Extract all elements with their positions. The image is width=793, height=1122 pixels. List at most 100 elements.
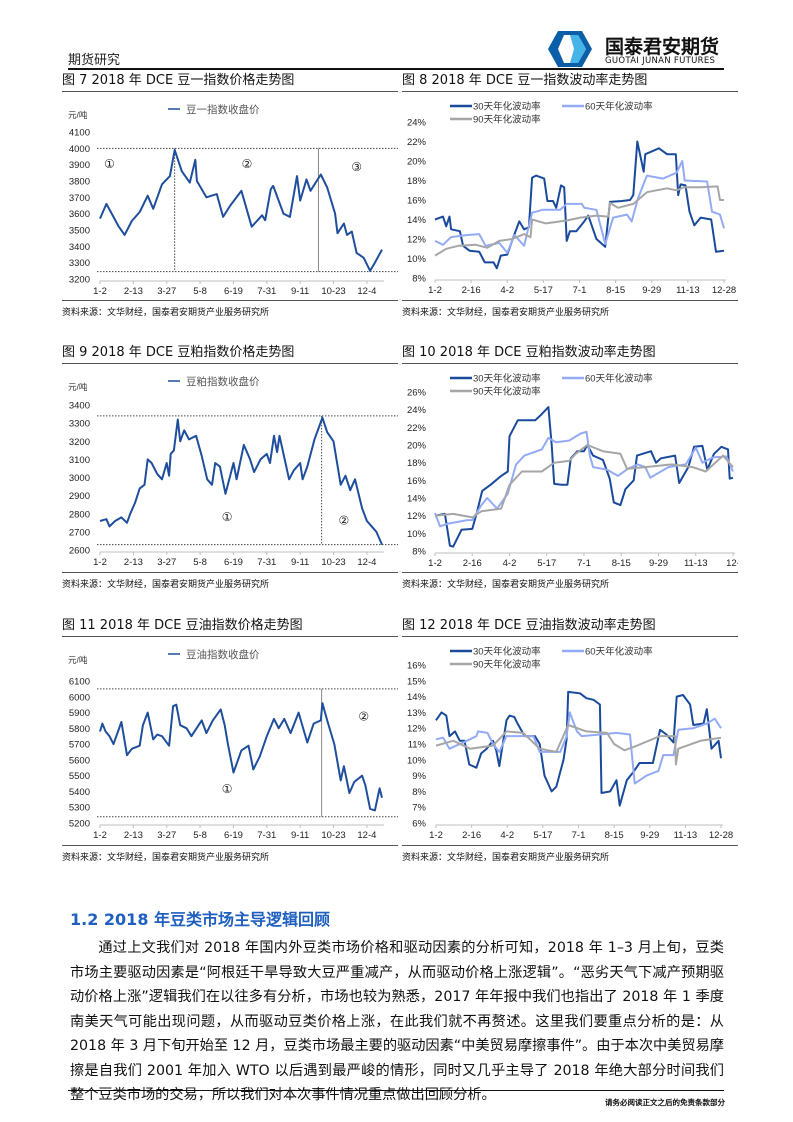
x-tick-label: 4-2 (500, 830, 514, 841)
figure-panel: 图 12 2018 年 DCE 豆油指数波动率走势图 资料来源：文华财经，国泰君安… (402, 617, 738, 863)
figure-title: 图 7 2018 年 DCE 豆一指数价格走势图 (62, 72, 398, 92)
y-tick-label: 20% (407, 157, 427, 168)
body-paragraph: 通过上文我们对 2018 年国内外豆类市场价格和驱动因素的分析可知，2018 年… (70, 940, 724, 1103)
header-rule (68, 68, 724, 70)
figure-source: 资料来源：文华财经，国泰君安期货产业服务研究所 (62, 300, 398, 318)
figure-title: 图 10 2018 年 DCE 豆粕指数波动率走势图 (402, 344, 738, 364)
x-tick-label: 9-11 (291, 286, 309, 297)
x-tick-label: 3-27 (157, 557, 176, 568)
header-section-label: 期货研究 (68, 53, 121, 68)
y-tick-label: 24% (407, 118, 427, 129)
y-tick-label: 3900 (69, 160, 90, 171)
y-tick-label: 3700 (69, 193, 90, 204)
y-tick-label: 3000 (69, 473, 90, 484)
x-tick-label: 8-15 (606, 285, 625, 296)
line-chart: 3200 3300 3400 3500 3600 3700 3800 3900 4000 4100… (68, 103, 398, 297)
y-tick-label: 10% (407, 755, 427, 766)
line-chart: 8% 10% 12% 14% 16% 18% 20% 22% 24% 26% 1-2 2-16 4-2 5… (407, 373, 738, 570)
x-tick-label: 12-28 (709, 830, 733, 841)
section-heading: 1.2 2018 年豆类市场主导逻辑回顾 (70, 910, 331, 929)
y-tick-label: 18% (407, 176, 427, 187)
x-tick-label: 3-27 (157, 286, 176, 297)
series-line-1 (434, 140, 725, 270)
phase-annotation: ① (222, 782, 233, 796)
y-tick-label: 13% (407, 708, 427, 719)
x-tick-label: 12-4 (357, 830, 376, 841)
y-tick-label: 6% (412, 819, 426, 830)
phase-annotation: ② (338, 514, 349, 528)
y-tick-label: 11% (408, 740, 427, 751)
series-line-3 (434, 444, 734, 519)
y-tick-label: 3300 (69, 258, 90, 269)
figure-source: 资料来源：文华财经，国泰君安期货产业服务研究所 (402, 300, 738, 318)
y-tick-label: 14% (407, 692, 427, 703)
x-tick-label: 11-13 (684, 558, 708, 569)
legend-label: 豆粕指数收盘价 (186, 375, 260, 388)
y-unit-label: 元/吨 (68, 382, 88, 392)
series-line-1 (99, 702, 383, 812)
y-tick-label: 3300 (69, 419, 90, 430)
x-tick-label: 1-2 (429, 830, 443, 841)
y-tick-label: 14% (407, 494, 427, 505)
figure-title: 图 8 2018 年 DCE 豆一指数波动率走势图 (402, 72, 738, 92)
y-tick-label: 8% (412, 547, 426, 558)
x-tick-label: 2-16 (463, 558, 482, 569)
x-tick-label: 12-4 (357, 286, 376, 297)
x-tick-label: 12-28 (712, 285, 736, 296)
x-tick-label: 5-17 (537, 558, 556, 569)
y-tick-label: 5300 (69, 803, 90, 814)
x-tick-label: 10-23 (321, 286, 345, 297)
y-unit-label: 元/吨 (68, 655, 88, 665)
x-tick-label: 10-23 (321, 830, 345, 841)
y-tick-label: 3400 (69, 401, 90, 412)
y-tick-label: 15% (407, 676, 427, 687)
y-tick-label: 12% (407, 235, 427, 246)
y-tick-label: 4000 (69, 144, 90, 155)
y-tick-label: 24% (407, 405, 427, 416)
x-tick-label: 9-29 (640, 830, 659, 841)
y-tick-label: 5600 (69, 755, 90, 766)
y-tick-label: 5400 (69, 787, 90, 798)
company-logo: 国泰君安期货 GUOTAI JUNAN FUTURES (548, 31, 728, 67)
y-tick-label: 5900 (69, 708, 90, 719)
legend-label: 90天年化波动率 (473, 114, 541, 126)
figure-title: 图 11 2018 年 DCE 豆油指数价格走势图 (62, 617, 398, 637)
series-line-1 (99, 149, 383, 272)
legend-label: 30天年化波动率 (473, 101, 541, 113)
phase-annotation: ① (222, 510, 233, 524)
x-tick-label: 6-19 (224, 557, 243, 568)
series-line-2 (435, 711, 722, 785)
y-tick-label: 26% (407, 388, 427, 399)
y-tick-label: 8% (412, 787, 426, 798)
y-tick-label: 3500 (69, 226, 90, 237)
x-tick-label: 7-1 (577, 558, 591, 569)
y-unit-label: 元/吨 (68, 110, 88, 120)
x-tick-label: 8-15 (605, 830, 624, 841)
x-tick-label: 6-19 (224, 286, 243, 297)
y-tick-label: 6100 (69, 677, 90, 688)
y-tick-label: 12% (407, 511, 427, 522)
series-line-2 (434, 160, 725, 254)
figure-panel: 图 9 2018 年 DCE 豆粕指数价格走势图 资料来源：文华财经，国泰君安期货… (62, 344, 398, 590)
logo-text-cn: 国泰君安期货 (605, 36, 720, 58)
x-tick-label: 1-2 (93, 286, 107, 297)
y-tick-label: 22% (407, 137, 427, 148)
y-tick-label: 3800 (69, 177, 90, 188)
legend-label: 60天年化波动率 (585, 101, 653, 113)
legend-label: 90天年化波动率 (473, 386, 541, 398)
x-tick-label: 5-8 (193, 286, 207, 297)
x-tick-label: 7-31 (257, 286, 276, 297)
x-tick-label: 12- (726, 558, 738, 569)
y-tick-label: 10% (407, 529, 427, 540)
y-tick-label: 10% (407, 254, 427, 265)
x-tick-label: 7-31 (257, 830, 276, 841)
x-tick-label: 5-17 (534, 285, 553, 296)
y-tick-label: 14% (407, 215, 427, 226)
y-tick-label: 22% (407, 423, 427, 434)
line-chart: 2600 2700 2800 2900 3000 3100 3200 3300 3400 1-2 2… (68, 375, 398, 568)
y-tick-label: 2900 (69, 491, 90, 502)
figure-source: 资料来源：文华财经，国泰君安期货产业服务研究所 (402, 845, 738, 863)
series-line-1 (99, 416, 383, 546)
x-tick-label: 7-31 (257, 557, 276, 568)
series-line-3 (435, 724, 722, 766)
